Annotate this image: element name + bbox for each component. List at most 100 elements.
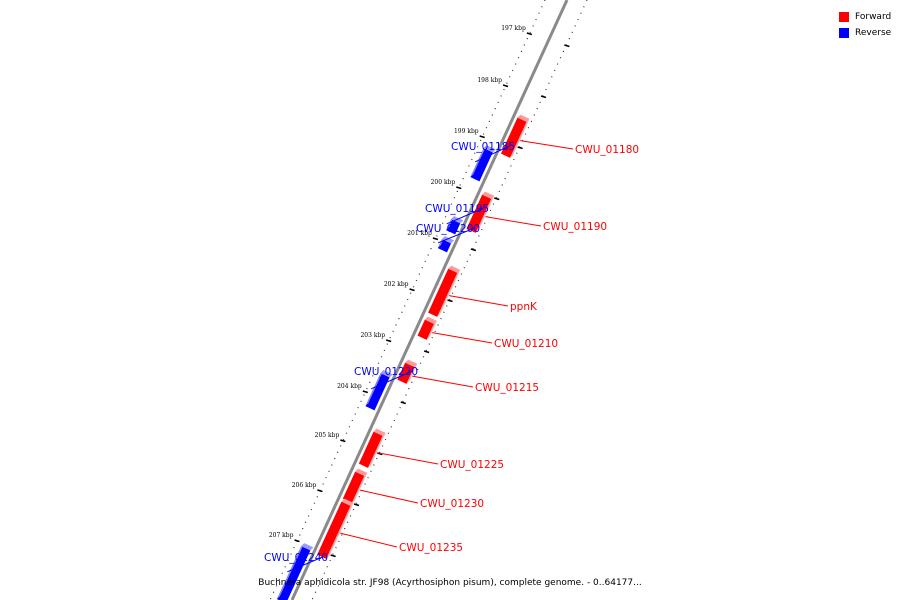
gene-cwu-01225[interactable]: CWU_01225 bbox=[358, 428, 504, 471]
gene-bevel-side bbox=[446, 216, 455, 231]
gene-body[interactable] bbox=[397, 362, 415, 384]
gene-body[interactable] bbox=[417, 319, 434, 340]
gene-cwu-01220[interactable]: CWU_01220 bbox=[354, 366, 418, 411]
gene-cwu-01185[interactable]: CWU_01185 bbox=[451, 141, 515, 182]
axis-ticks: 197 kbp 198 kbp 199 kbp 200 kbp 201 kbp 202 k… bbox=[269, 25, 570, 558]
gene-body[interactable] bbox=[428, 268, 458, 317]
gene-bevel-side bbox=[351, 472, 368, 503]
gene-label[interactable]: ppnK bbox=[510, 301, 538, 313]
gene-bevel-top bbox=[441, 236, 455, 244]
gene-connector bbox=[432, 332, 493, 344]
gene-body[interactable] bbox=[365, 373, 390, 411]
gene-cwu-01180[interactable]: CWU_01180 bbox=[500, 114, 639, 158]
gene-label[interactable]: CWU_01180 bbox=[575, 144, 639, 156]
gene-cwu-01210[interactable]: CWU_01210 bbox=[417, 316, 559, 350]
gene-bevel-top bbox=[483, 145, 496, 153]
tick-mark bbox=[432, 237, 439, 241]
gene-bevel-top bbox=[380, 370, 393, 378]
gene-connector bbox=[287, 556, 323, 573]
gene-connector bbox=[359, 489, 419, 504]
gene-body[interactable] bbox=[342, 471, 365, 503]
genome-caption: Buchnera aphidicola str. JF98 (Acyrthosi… bbox=[258, 578, 642, 588]
gene-cwu-01200[interactable]: CWU_01200 bbox=[416, 223, 480, 253]
gene-bevel-side bbox=[365, 370, 384, 407]
gene-body[interactable] bbox=[500, 117, 527, 158]
tick-mark bbox=[409, 288, 415, 292]
gene-label[interactable]: CWU_01225 bbox=[440, 459, 504, 471]
gene-bevel-top bbox=[301, 543, 314, 551]
gene-cwu-01235[interactable]: CWU_01235 bbox=[317, 498, 463, 559]
gene-label[interactable]: CWU_01185 bbox=[451, 141, 515, 153]
gene-connector bbox=[412, 375, 474, 388]
gene-bevel-top bbox=[373, 428, 386, 436]
gene-bevel-side bbox=[326, 502, 354, 559]
tick-label: 200 kbp bbox=[431, 179, 456, 186]
reverse-swatch bbox=[839, 27, 849, 38]
gene-label[interactable]: CWU_01195 bbox=[425, 203, 489, 215]
gene-connector bbox=[340, 532, 398, 548]
gene-label[interactable]: CWU_01230 bbox=[420, 498, 484, 510]
tick-label: 203 kbp bbox=[360, 332, 385, 339]
gene-bevel-top bbox=[517, 114, 530, 122]
minor-tick-mark bbox=[447, 299, 453, 303]
tick-label: 205 kbp bbox=[315, 432, 340, 439]
minor-tick-mark bbox=[540, 95, 547, 99]
legend-forward-label: Forward bbox=[855, 11, 892, 22]
minor-tick-mark bbox=[400, 401, 406, 405]
gene-bevel-side bbox=[437, 236, 445, 249]
legend-reverse: Reverse bbox=[839, 25, 891, 40]
genome-backbone bbox=[290, 0, 569, 600]
minor-tick-mark bbox=[330, 554, 336, 558]
legend-reverse-label: Reverse bbox=[855, 27, 892, 38]
gene-connector bbox=[449, 295, 509, 307]
minor-tick-mark bbox=[494, 197, 500, 201]
gene-features: CWU_01180 CWU_01185 CWU_01190 CWU_01195 CWU_… bbox=[264, 114, 639, 600]
minor-tick-mark bbox=[423, 350, 430, 354]
tick-label: 198 kbp bbox=[477, 77, 502, 84]
gene-body[interactable] bbox=[358, 431, 383, 468]
gene-body[interactable] bbox=[276, 546, 311, 600]
forward-swatch bbox=[839, 11, 849, 22]
gene-connector bbox=[370, 370, 413, 390]
gene-cwu-01240[interactable]: CWU_01240 bbox=[264, 543, 328, 600]
gene-label[interactable]: CWU_01190 bbox=[543, 221, 607, 233]
gene-bevel-top bbox=[424, 316, 437, 324]
tick-mark bbox=[502, 84, 509, 88]
gene-cwu-01195[interactable]: CWU_01195 bbox=[425, 203, 489, 235]
gene-label[interactable]: CWU_01210 bbox=[494, 338, 558, 350]
gene-label[interactable]: CWU_01215 bbox=[475, 382, 539, 394]
gene-label[interactable]: CWU_01200 bbox=[416, 223, 480, 235]
gene-cwu-01230[interactable]: CWU_01230 bbox=[342, 468, 484, 510]
tick-mark bbox=[340, 439, 346, 443]
gene-cwu-01215[interactable]: CWU_01215 bbox=[397, 359, 539, 394]
left-dot-guide bbox=[269, 0, 546, 600]
gene-label[interactable]: CWU_01235 bbox=[399, 542, 463, 554]
gene-bevel-top bbox=[448, 265, 461, 273]
tick-label: 204 kbp bbox=[337, 383, 362, 390]
gene-bevel-side bbox=[276, 543, 305, 600]
gene-label[interactable]: CWU_01240 bbox=[264, 552, 328, 564]
gene-cwu-01190[interactable]: CWU_01190 bbox=[466, 191, 607, 233]
tick-mark bbox=[294, 539, 300, 543]
minor-tick-mark bbox=[517, 146, 523, 150]
gene-bevel-top bbox=[482, 191, 495, 199]
tick-label: 206 kbp bbox=[292, 482, 317, 489]
gene-body[interactable] bbox=[317, 501, 351, 559]
gene-bevel-side bbox=[470, 145, 487, 178]
gene-label[interactable]: CWU_01220 bbox=[354, 366, 418, 378]
gene-connector bbox=[437, 227, 475, 244]
legend: Forward Reverse bbox=[839, 9, 891, 41]
legend-forward: Forward bbox=[839, 9, 891, 24]
gene-bevel-side bbox=[367, 432, 386, 468]
minor-tick-mark bbox=[470, 248, 477, 252]
gene-bevel-top bbox=[405, 359, 418, 367]
tick-mark bbox=[479, 135, 485, 139]
tick-label: 201 kbp bbox=[407, 230, 432, 237]
tick-mark bbox=[456, 186, 462, 190]
gene-ppnk[interactable]: ppnK bbox=[428, 265, 538, 317]
gene-connector bbox=[485, 216, 542, 227]
gene-connector bbox=[446, 207, 484, 225]
tick-mark bbox=[317, 489, 323, 493]
gene-body[interactable] bbox=[466, 194, 492, 233]
